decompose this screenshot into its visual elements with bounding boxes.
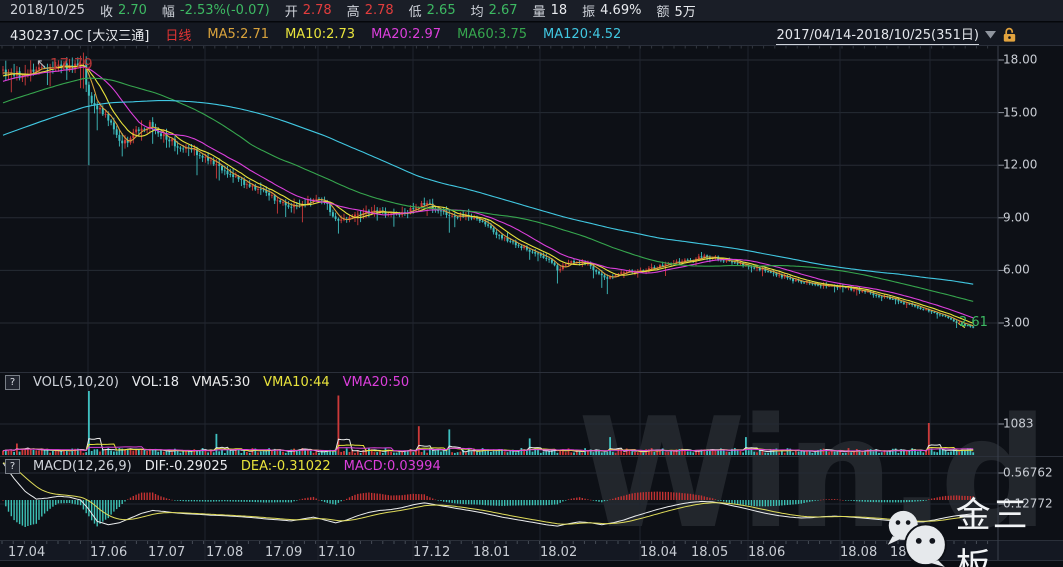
dea-value: DEA:-0.31022 [240,459,331,474]
y-axis-label: 9.00 [1003,210,1030,225]
peak-annotation: ↖ 17.79 [36,55,93,73]
unlock-icon[interactable] [1002,27,1017,43]
chevron-down-icon [985,30,996,38]
quote-open: 开 2.78 [284,3,332,20]
dif-value: DIF:-0.29025 [144,459,228,474]
ma60-legend: MA60:3.75 [457,26,528,42]
y-axis-label: 12.00 [1003,157,1038,172]
instrument-bar: 430237.OC [大汉三通] 日线 MA5:2.71 MA10:2.73 M… [0,23,1063,46]
y-axis-label: 0.56762 [1003,465,1053,480]
x-axis-label: 18.01 [473,545,511,560]
x-axis-label: 17.10 [318,545,356,560]
wechat-brand-logo: 金三板 [882,487,1063,567]
ma120-legend: MA120:4.52 [543,26,622,42]
x-axis-label: 18.04 [640,545,678,560]
brand-name: 金三板 [955,496,1030,567]
quote-change: 幅 -2.53%(-0.07) [161,3,270,20]
wechat-icon [887,510,947,567]
y-axis-label: 1083 [1003,416,1034,431]
help-icon[interactable]: ? [5,375,20,390]
x-axis-label: 17.06 [90,545,128,560]
macd-value: MACD:0.03994 [343,459,441,474]
macd-title: MACD(12,26,9) [33,459,132,474]
x-axis-labels: 17.04 17.06 17.07 17.08 17.09 17.10 17.12 18.01… [0,545,1063,563]
y-axis-label: 15.00 [1003,104,1038,119]
instrument-code-name: 430237.OC [大汉三通] [10,28,150,44]
date-range-selector[interactable]: 2017/04/14-2018/10/25(351日) [776,23,1017,46]
quote-close: 收 2.70 [99,3,147,20]
y-axis-label: 18.00 [1003,52,1038,67]
volume-ma-lines [2,437,974,453]
quote-amplitude: 振 4.69% [582,3,642,20]
candlesticks [2,52,975,329]
ma20-legend: MA20:2.97 [371,26,442,42]
last-price-connector [955,321,966,329]
vol-value: VOL:18 [131,375,179,390]
x-axis-label: 17.08 [206,545,244,560]
bottom-strip [0,561,1063,567]
ma5-legend: MA5:2.71 [207,26,270,42]
macd-lines [2,462,974,527]
quote-date: 2018/10/25 [10,3,85,18]
vma5-legend: VMA5:30 [191,375,251,390]
ma-lines [2,64,974,327]
quote-low: 低 2.65 [408,3,456,20]
x-axis-label: 18.02 [540,545,578,560]
quote-volume: 量 18 [532,3,568,20]
ma10-legend: MA10:2.73 [285,26,356,42]
quote-avg: 均 2.67 [470,3,518,20]
macd-panel-header: ? MACD(12,26,9) DIF:-0.29025 DEA:-0.3102… [5,459,441,474]
y-axis-label: 0.12772 [1003,496,1053,511]
quote-turnover: 额 5万 [656,5,696,20]
x-axis-label: 18.08 [840,545,878,560]
volume-bars [2,391,975,455]
vol-title: VOL(5,10,20) [33,375,119,390]
x-axis-label: 18.05 [691,545,729,560]
grid [0,46,1063,561]
x-axis-label: 17.04 [8,545,46,560]
help-icon[interactable]: ? [5,459,20,474]
vma20-legend: VMA20:50 [342,375,410,390]
vma10-legend: VMA10:44 [263,375,330,390]
arrow-up-left-icon: ↖ [36,56,47,72]
x-axis-strip [0,541,1063,561]
peak-price-label: 17.79 [49,55,93,73]
x-axis-label: 17.09 [265,545,303,560]
quote-high: 高 2.78 [346,3,394,20]
volume-panel-header: ? VOL(5,10,20) VOL:18 VMA5:30 VMA10:44 V… [5,375,409,390]
date-range-text: 2017/04/14-2018/10/25(351日) [776,24,979,45]
macd-histogram [2,491,974,527]
x-axis-label: 17.07 [148,545,186,560]
y-axis-label: 3.00 [1003,315,1030,330]
y-axis-label: 6.00 [1003,262,1030,277]
x-axis-label: 18.06 [748,545,786,560]
period-label: 日线 [165,28,192,44]
last-price-label: 2.61 [959,315,988,330]
x-axis-label: 17.12 [413,545,451,560]
